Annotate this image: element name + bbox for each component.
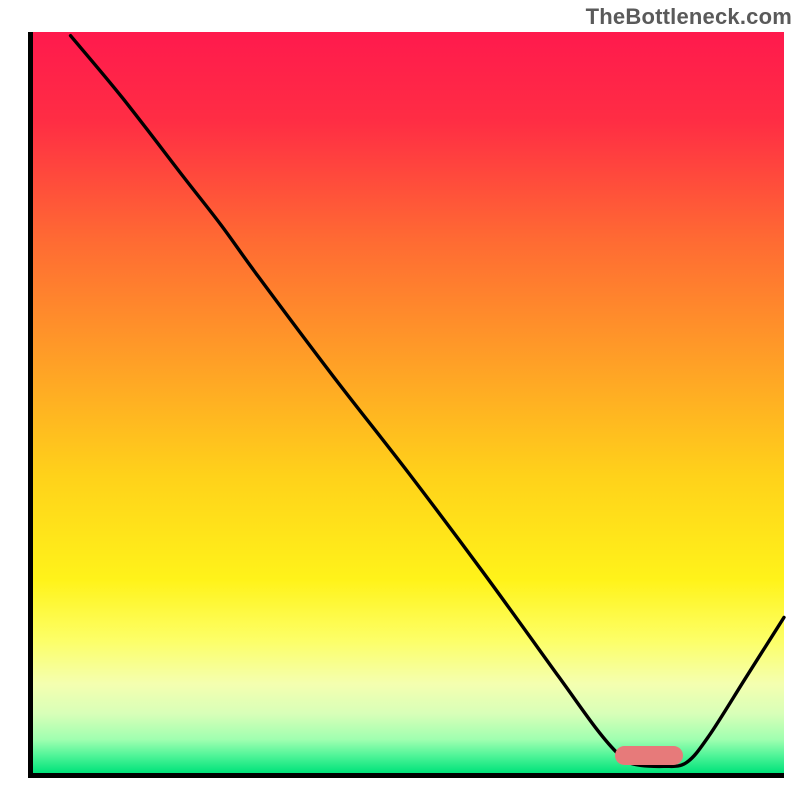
bottleneck-curve — [71, 36, 784, 767]
optimal-range-marker — [615, 746, 683, 765]
curve-svg — [33, 32, 784, 773]
plot-area — [28, 32, 784, 778]
stage: TheBottleneck.com — [0, 0, 800, 800]
watermark-text: TheBottleneck.com — [586, 4, 792, 30]
